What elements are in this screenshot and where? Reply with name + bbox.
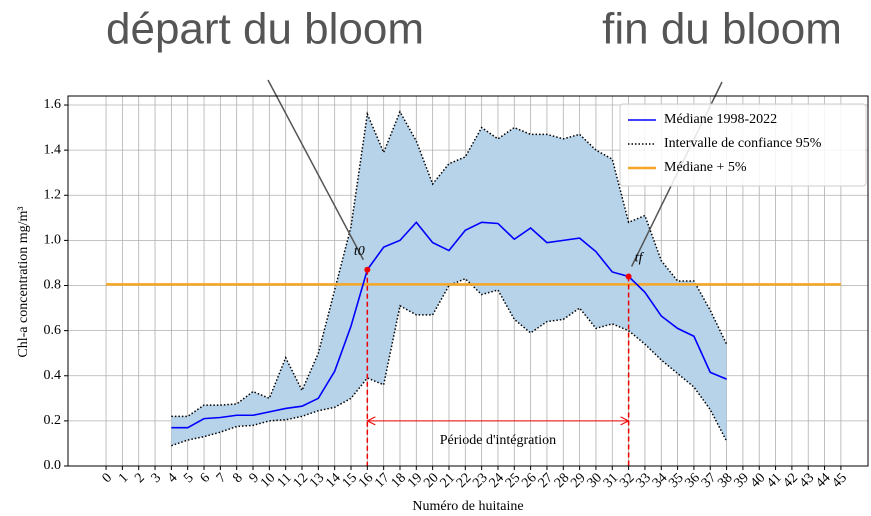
y-tick-label: 1.4 [44,142,62,157]
marker-label: tf [635,251,645,266]
y-tick-label: 1.6 [44,97,62,112]
x-tick-label: 2 [132,470,148,486]
x-tick-label: 4 [165,470,181,486]
legend-label: Intervalle de confiance 95% [664,136,822,151]
x-tick-label: 8 [230,470,246,486]
period-label: Période d'intégration [440,433,556,448]
x-tick-label: 0 [100,470,116,486]
x-tick-label: 7 [214,470,230,486]
median-line [171,221,727,429]
arrowhead [620,416,630,426]
x-axis-label: Numéro de huitaine [412,499,523,514]
y-tick-label: 0.6 [44,323,62,338]
plot-frame [67,95,869,467]
x-tick-label: 45 [829,470,850,491]
x-tick-label: 1 [116,470,132,486]
x-tick-label: 5 [181,470,197,486]
y-tick-label: 1.0 [44,233,62,248]
marker-point [364,266,371,273]
y-axis-label: Chl-a concentration mg/m³ [16,206,31,357]
marker-label: t0 [354,244,365,259]
annotation-end: fin du bloom [602,5,842,54]
annotation-arrow [267,79,364,261]
annotation-start: départ du bloom [106,5,424,54]
x-tick-label: 6 [198,470,214,486]
y-tick-label: 0.2 [44,413,62,428]
y-tick-label: 1.2 [44,187,62,202]
arrowhead [366,416,376,426]
legend-box [619,103,867,187]
legend-label: Médiane + 5% [664,160,747,175]
y-tick-label: 0.4 [44,368,62,383]
ci-upper [171,110,728,418]
marker-point [625,273,632,280]
ci-lower [171,277,728,447]
legend-label: Médiane 1998-2022 [664,112,777,127]
ci-area [171,111,727,446]
y-tick-label: 0.0 [44,458,62,473]
y-tick-label: 0.8 [44,278,62,293]
x-tick-label: 3 [149,470,165,486]
